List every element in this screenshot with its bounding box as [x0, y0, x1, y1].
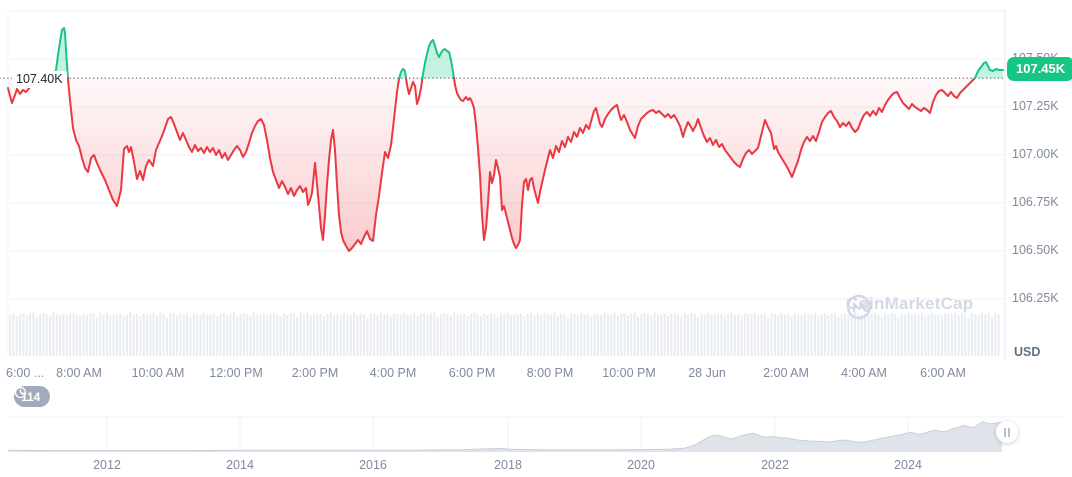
x-axis-label: 10:00 PM — [602, 366, 656, 380]
threshold-price-label: 107.40K — [12, 71, 67, 88]
x-axis-label: 2:00 AM — [763, 366, 809, 380]
year-label: 2012 — [93, 458, 121, 472]
watermark: CoinMarketCap — [846, 294, 974, 320]
y-axis-label: 107.25K — [1012, 99, 1059, 113]
year-label: 2022 — [761, 458, 789, 472]
x-axis-label: 28 Jun — [688, 366, 726, 380]
x-axis-label: 12:00 PM — [209, 366, 263, 380]
x-axis-label: 8:00 AM — [56, 366, 102, 380]
x-axis-label: 4:00 PM — [369, 366, 417, 380]
year-label: 2020 — [627, 458, 655, 472]
year-label: 2018 — [494, 458, 522, 472]
x-axis-label: 4:00 AM — [841, 366, 887, 380]
y-axis-label: 107.00K — [1012, 147, 1059, 161]
countdown-clock-icon — [14, 386, 27, 399]
countdown-badge: 114 — [12, 386, 51, 407]
y-axis-label: 106.25K — [1012, 291, 1059, 305]
navigator-minichart[interactable] — [7, 416, 1064, 452]
year-label: 2024 — [894, 458, 922, 472]
y-axis-label: 106.75K — [1012, 195, 1059, 209]
y-axis-label: 106.50K — [1012, 243, 1059, 257]
x-axis-label: 6:00 AM — [920, 366, 966, 380]
year-label: 2014 — [226, 458, 254, 472]
currency-label: USD — [1014, 345, 1041, 359]
price-area-fills — [8, 28, 1003, 251]
watermark-text: CoinMarketCap — [846, 294, 974, 313]
x-axis-label: 8:00 PM — [526, 366, 574, 380]
price-line — [0, 27, 1006, 252]
x-axis-label: 10:00 AM — [131, 366, 185, 380]
navigator-right-handle[interactable] — [996, 421, 1018, 443]
x-axis-label: 6:00 PM — [448, 366, 496, 380]
current-price-badge: 107.45K — [1007, 57, 1072, 81]
volume-bars — [9, 312, 1000, 356]
x-axis-label: 6:00 ... — [6, 366, 45, 380]
year-label: 2016 — [359, 458, 387, 472]
handle-grip-icon — [1008, 427, 1010, 437]
handle-grip-icon — [1004, 427, 1006, 437]
x-axis-label: 2:00 PM — [291, 366, 339, 380]
coinmarketcap-logo-icon — [846, 294, 872, 320]
